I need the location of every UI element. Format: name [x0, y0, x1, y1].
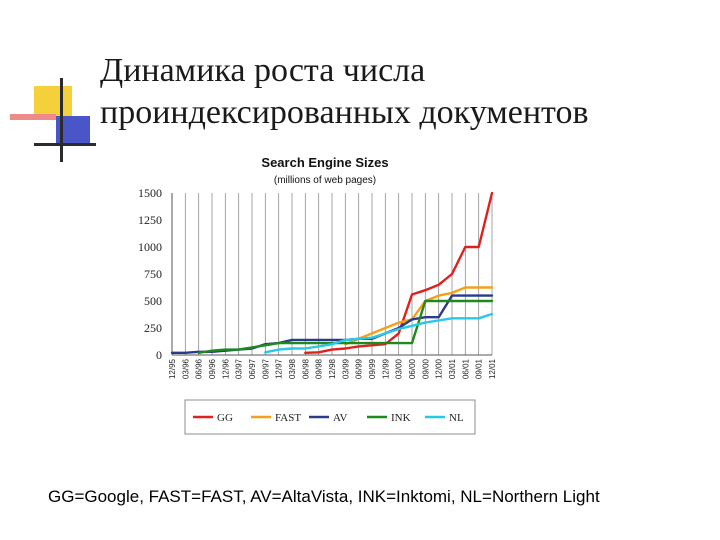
- title-decoration-vertical-line: [60, 78, 63, 162]
- x-tick-label: 06/01: [461, 358, 470, 379]
- x-tick-label: 03/98: [288, 358, 297, 379]
- x-tick-label: 03/99: [341, 358, 350, 379]
- slide-title-line-2: проиндексированных документов: [100, 94, 589, 131]
- chart-title: Search Engine Sizes: [261, 155, 388, 170]
- x-tick-label: 09/99: [368, 358, 377, 379]
- x-tick-label: 12/95: [168, 358, 177, 379]
- y-tick-label: 1000: [138, 240, 162, 254]
- x-tick-label: 06/98: [301, 358, 310, 379]
- x-tick-label: 12/00: [435, 358, 444, 379]
- legend-label-gg: GG: [217, 412, 233, 424]
- y-tick-label: 250: [144, 321, 162, 335]
- x-tick-label: 03/97: [235, 358, 244, 379]
- x-tick-label: 06/00: [408, 358, 417, 379]
- legend-label-nl: NL: [449, 412, 464, 424]
- x-tick-label: 12/98: [328, 358, 337, 379]
- x-tick-label: 03/01: [448, 358, 457, 379]
- plot-area: 0 250 500 750 1000 1250 1500 12/95 03/96 06/96 09/…: [138, 186, 497, 379]
- legend-label-av: AV: [333, 412, 348, 424]
- y-tick-label: 750: [144, 267, 162, 281]
- x-tick-label: 09/96: [208, 358, 217, 379]
- x-tick-label: 09/97: [261, 358, 270, 379]
- x-tick-label: 03/96: [181, 358, 190, 379]
- y-tick-label: 1250: [138, 213, 162, 227]
- slide-title-line-1: Динамика роста числа: [100, 52, 426, 89]
- y-tick-label: 0: [156, 348, 162, 362]
- x-tick-label: 12/96: [221, 358, 230, 379]
- x-tick-label: 03/00: [395, 358, 404, 379]
- x-tick-label: 06/99: [355, 358, 364, 379]
- chart-legend: GG FAST AV INK NL: [184, 399, 476, 435]
- series-line-gg: [304, 191, 494, 354]
- title-decoration-horizontal-line: [34, 143, 96, 146]
- abbreviations-caption: GG=Google, FAST=FAST, AV=AltaVista, INK=…: [48, 487, 600, 506]
- series-line-ink: [197, 299, 494, 354]
- legend-label-fast: FAST: [275, 412, 301, 424]
- x-tick-label: 06/97: [248, 358, 257, 379]
- x-tick-label: 09/00: [421, 358, 430, 379]
- y-tick-label: 500: [144, 294, 162, 308]
- search-engine-sizes-chart: Search Engine Sizes (millions of web pag…: [138, 155, 497, 435]
- title-decoration-red-bar: [10, 114, 56, 120]
- series-line-nl: [264, 312, 494, 354]
- slide-title: Динамика роста числа проиндексированных …: [100, 50, 589, 134]
- x-tick-label: 12/99: [381, 358, 390, 379]
- x-tick-label: 12/97: [275, 358, 284, 379]
- x-tick-label: 12/01: [488, 358, 497, 379]
- series-line-fast: [344, 286, 494, 346]
- legend-label-ink: INK: [391, 412, 411, 424]
- x-tick-label: 06/96: [195, 358, 204, 379]
- chart-subtitle: (millions of web pages): [274, 175, 376, 186]
- x-tick-label: 09/01: [475, 358, 484, 379]
- y-tick-label: 1500: [138, 186, 162, 200]
- x-tick-label: 09/98: [315, 358, 324, 379]
